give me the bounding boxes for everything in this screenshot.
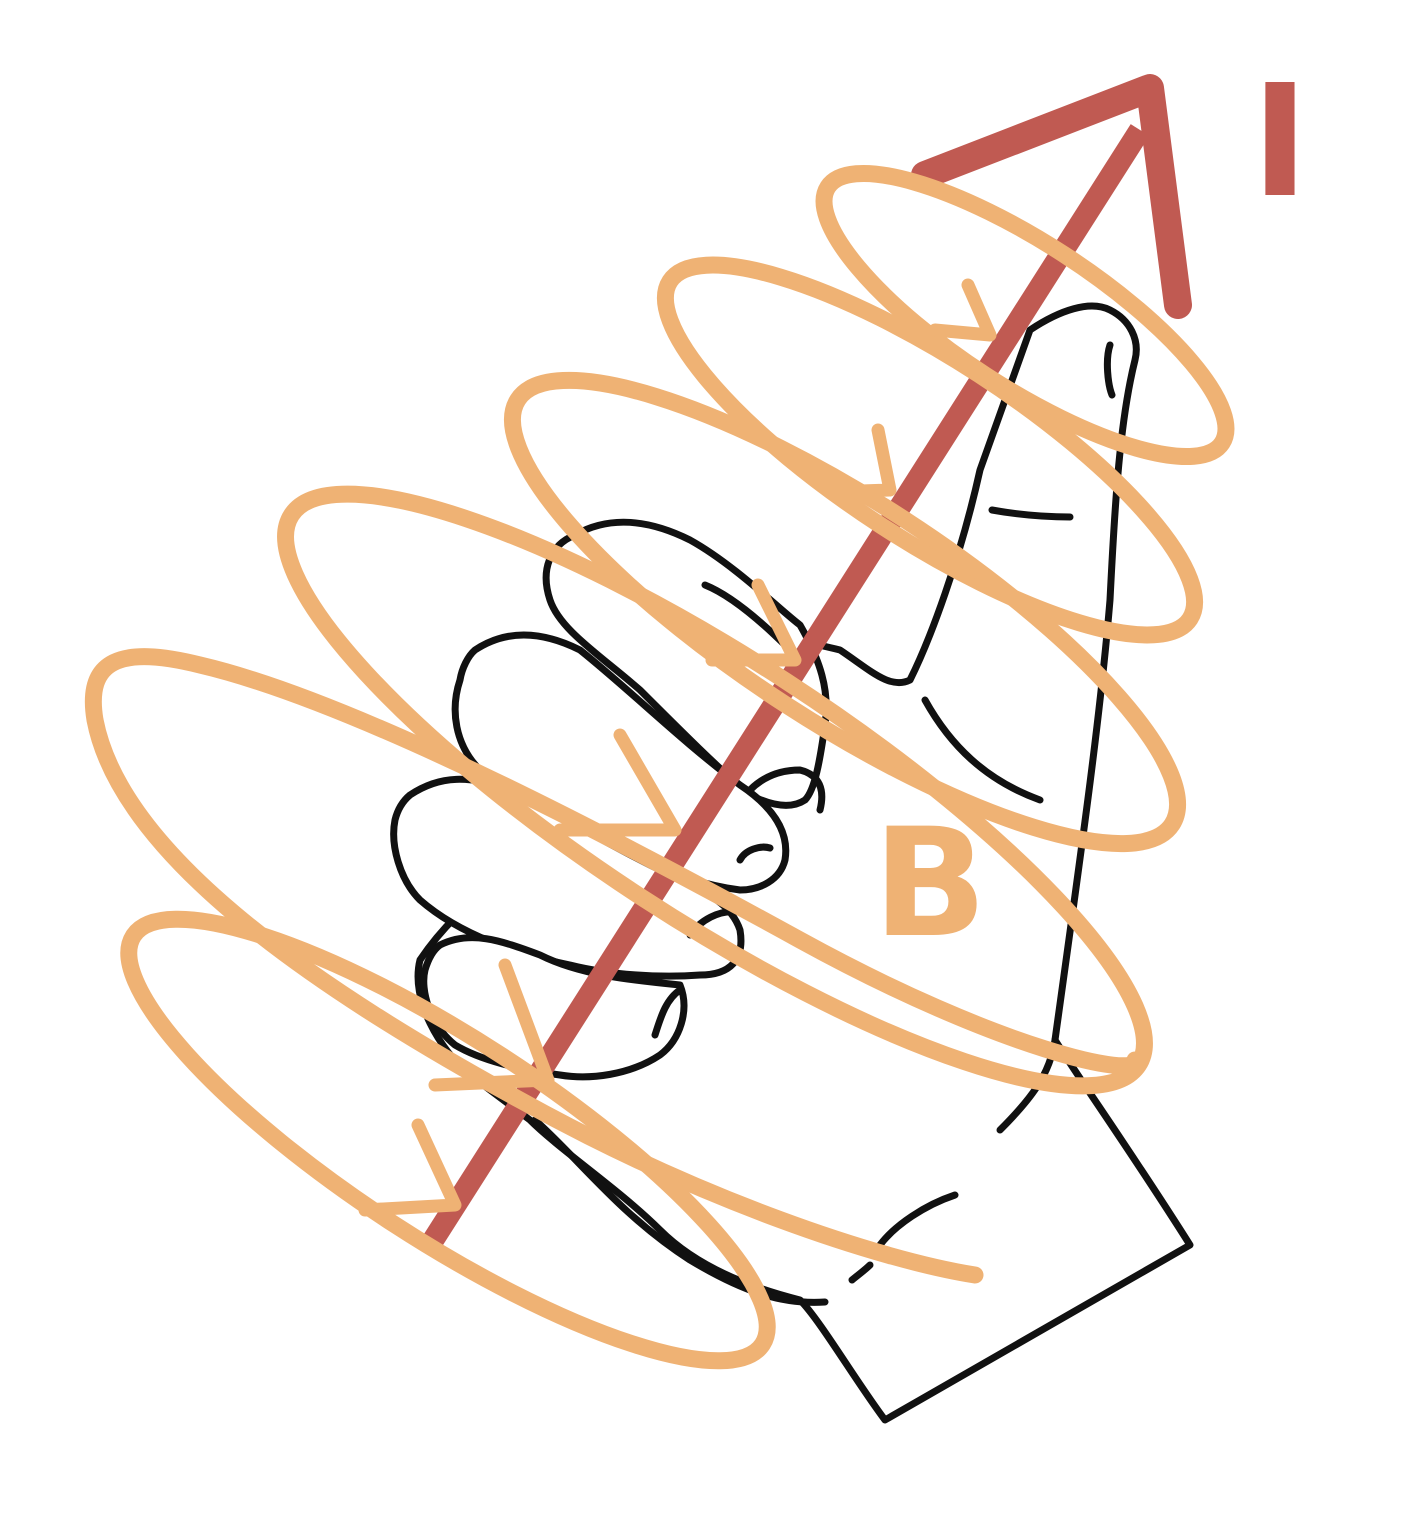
field-direction-arrows [358, 278, 997, 1217]
field-arrow-3 [705, 578, 802, 667]
thumb-nail-line [988, 506, 1074, 521]
thumb-base-crease [921, 696, 1044, 804]
field-label: B [873, 797, 987, 971]
field-loop-2 [656, 256, 1204, 644]
magnetic-field-loops [84, 164, 1235, 1370]
field-arrow-1 [928, 278, 997, 342]
palm-crease-lower [848, 1191, 959, 1284]
field-loop-3 [503, 371, 1187, 853]
field-arrow-2 [825, 423, 897, 499]
field-arrow-4 [553, 728, 682, 837]
thumb-tip-line [1103, 341, 1116, 399]
field-loop-6 [120, 910, 776, 1370]
gripping-hand-thumb-up-icon [390, 302, 1194, 1424]
wrist-edge [531, 1116, 829, 1306]
little-finger-nail [651, 986, 684, 1039]
field-arrow-6 [358, 1118, 462, 1217]
field-arrow-5 [428, 958, 555, 1092]
index-finger-nail [746, 766, 826, 814]
current-arrow-head [911, 74, 1192, 319]
current-label: I [1251, 51, 1309, 232]
middle-finger-nail [736, 843, 774, 864]
